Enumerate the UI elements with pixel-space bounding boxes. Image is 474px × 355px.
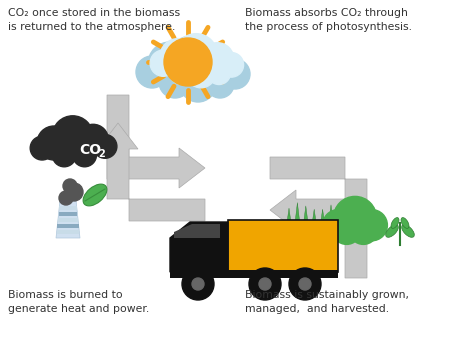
Polygon shape [318,209,327,240]
Polygon shape [327,205,336,240]
Circle shape [166,36,218,88]
Polygon shape [270,190,367,278]
Circle shape [160,39,196,75]
Bar [228,220,338,272]
Circle shape [180,66,216,102]
Circle shape [323,209,354,241]
Circle shape [169,58,195,84]
Text: CO: CO [79,143,101,157]
Circle shape [186,58,216,88]
Bar [57,224,79,228]
Circle shape [198,47,238,87]
Polygon shape [174,224,220,238]
Circle shape [52,116,93,157]
Circle shape [289,268,321,300]
Circle shape [299,278,311,290]
Polygon shape [301,206,310,240]
Circle shape [259,278,271,290]
Circle shape [164,38,212,86]
Text: CO₂ once stored in the biomass
is returned to the atmosphere.: CO₂ once stored in the biomass is return… [8,8,180,32]
Circle shape [349,215,378,244]
Polygon shape [329,235,333,248]
Circle shape [332,215,361,244]
Polygon shape [107,95,205,188]
Circle shape [150,50,176,76]
Circle shape [52,143,76,167]
Circle shape [249,268,281,300]
Bar [59,212,77,216]
Polygon shape [304,236,308,248]
Circle shape [63,179,77,193]
Ellipse shape [401,225,414,237]
Bar [170,270,338,278]
Polygon shape [321,237,324,248]
Circle shape [208,61,230,84]
Circle shape [219,53,244,77]
Text: Biomass is burned to
generate heat and power.: Biomass is burned to generate heat and p… [8,290,149,314]
Text: Biomass is sustainably grown,
managed,  and harvested.: Biomass is sustainably grown, managed, a… [245,290,409,314]
Polygon shape [287,236,291,248]
Ellipse shape [391,218,399,228]
Polygon shape [312,237,316,248]
Polygon shape [56,200,80,238]
Bar [57,230,79,234]
Polygon shape [293,203,302,240]
Bar [58,218,78,222]
Circle shape [206,70,234,98]
Circle shape [192,278,204,290]
Circle shape [37,126,71,160]
Circle shape [220,59,250,89]
Circle shape [65,183,83,201]
Polygon shape [170,222,228,272]
Circle shape [175,34,218,76]
Circle shape [30,136,54,160]
Circle shape [356,209,387,241]
Circle shape [148,42,192,86]
Circle shape [136,56,168,88]
Text: 2: 2 [99,149,105,159]
Polygon shape [270,157,376,255]
Polygon shape [296,234,299,248]
Text: Biomass absorbs CO₂ through
the process of photosynthesis.: Biomass absorbs CO₂ through the process … [245,8,412,32]
Polygon shape [284,208,293,240]
Ellipse shape [83,184,107,206]
Polygon shape [98,123,205,221]
Circle shape [93,135,117,158]
Ellipse shape [386,225,398,237]
Circle shape [59,191,73,205]
Circle shape [182,268,214,300]
Polygon shape [310,209,319,240]
Circle shape [159,66,191,98]
Bar [59,206,77,210]
Circle shape [333,196,377,240]
Ellipse shape [401,218,409,228]
Circle shape [201,43,234,76]
Circle shape [78,124,109,155]
Circle shape [73,143,97,167]
